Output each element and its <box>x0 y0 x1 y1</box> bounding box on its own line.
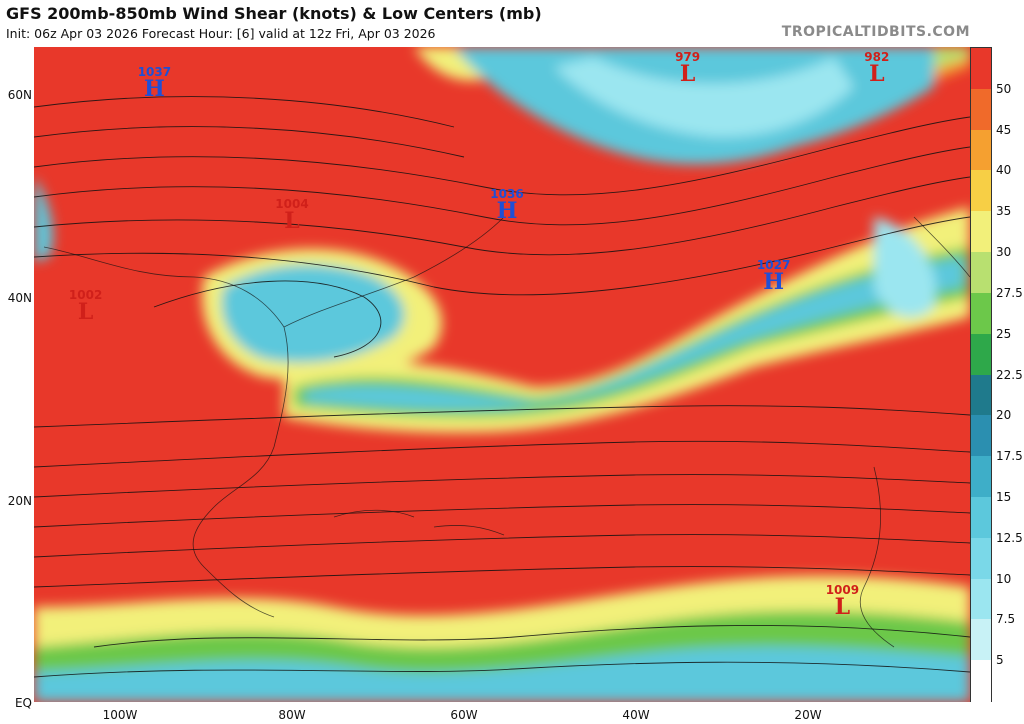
low-pressure-center: 979 L <box>675 51 700 85</box>
colorbar-segment <box>971 48 991 90</box>
pressure-symbol: H <box>763 268 784 295</box>
high-pressure-center: 1027 H <box>757 259 790 293</box>
colorbar-segment <box>971 660 991 702</box>
shear-colorbar <box>970 47 992 702</box>
colorbar-label: 22.5 <box>996 367 1023 382</box>
colorbar-segment <box>971 292 991 335</box>
lon-label-80w: 80W <box>278 708 306 722</box>
pressure-value: 1004 <box>275 196 309 211</box>
lon-label-60w: 60W <box>450 708 478 722</box>
colorbar-segment <box>971 333 991 375</box>
map-title: GFS 200mb-850mb Wind Shear (knots) & Low… <box>6 4 542 23</box>
colorbar-segment <box>971 619 991 661</box>
wind-shear-map[interactable] <box>34 47 970 702</box>
pressure-value: 979 <box>675 49 701 64</box>
colorbar-label: 10 <box>996 571 1012 586</box>
colorbar-label: 15 <box>996 489 1012 504</box>
streamlines <box>34 96 970 678</box>
pressure-value: 1036 <box>490 186 524 201</box>
pressure-value: 1002 <box>68 288 103 303</box>
colorbar-segment <box>971 374 991 416</box>
colorbar-label: 25 <box>996 326 1012 341</box>
pressure-symbol: L <box>834 593 851 620</box>
colorbar-label: 27.5 <box>996 285 1023 300</box>
lat-label-60n: 60N <box>7 88 32 102</box>
colorbar-label: 20 <box>996 408 1012 423</box>
low-pressure-center: 982 L <box>864 51 889 85</box>
lat-label-40n: 40N <box>7 291 32 305</box>
lat-label-eq: EQ <box>14 696 32 710</box>
lon-label-100w: 100W <box>102 708 138 722</box>
colorbar-segment <box>971 496 991 539</box>
low-pressure-center: 1009 L <box>826 584 859 618</box>
colorbar-segment <box>971 456 991 498</box>
colorbar-segment <box>971 170 991 212</box>
colorbar-label: 7.5 <box>996 612 1016 627</box>
colorbar-label: 35 <box>996 204 1012 219</box>
low-pressure-center: 1002 L <box>69 289 102 323</box>
colorbar-label: 17.5 <box>996 449 1023 464</box>
low-pressure-center: 1004 L <box>275 198 308 232</box>
colorbar-segment <box>971 211 991 253</box>
pressure-value: 1009 <box>825 582 860 597</box>
colorbar-label: 45 <box>996 122 1012 137</box>
high-pressure-center: 1036 H <box>490 188 523 222</box>
colorbar-label: 30 <box>996 245 1012 260</box>
colorbar-label: 5 <box>996 653 1004 668</box>
map-canvas <box>34 47 970 702</box>
lon-label-20w: 20W <box>794 708 822 722</box>
pressure-symbol: L <box>284 207 300 234</box>
pressure-value: 982 <box>864 49 890 64</box>
pressure-symbol: L <box>77 299 94 326</box>
colorbar-segment <box>971 88 991 131</box>
lon-label-40w: 40W <box>622 708 650 722</box>
pressure-value: 1037 <box>137 64 172 79</box>
pressure-symbol: L <box>679 60 696 87</box>
colorbar-label: 40 <box>996 163 1012 178</box>
colorbar-segment <box>971 129 991 171</box>
pressure-symbol: L <box>869 60 885 87</box>
pressure-symbol: H <box>496 197 518 224</box>
colorbar-segment <box>971 252 991 294</box>
brand-watermark: TROPICALTIDBITS.COM <box>781 24 970 40</box>
high-pressure-center: 1037 H <box>138 66 171 100</box>
coastlines <box>43 216 970 648</box>
lat-label-20n: 20N <box>7 494 32 508</box>
pressure-value: 1027 <box>756 257 791 272</box>
pressure-symbol: H <box>143 75 165 102</box>
colorbar-segment <box>971 578 991 620</box>
colorbar-segment <box>971 415 991 457</box>
map-subtitle: Init: 06z Apr 03 2026 Forecast Hour: [6]… <box>6 26 436 41</box>
colorbar-label: 12.5 <box>996 530 1023 545</box>
colorbar-label: 50 <box>996 81 1012 96</box>
colorbar-segment <box>971 537 991 580</box>
